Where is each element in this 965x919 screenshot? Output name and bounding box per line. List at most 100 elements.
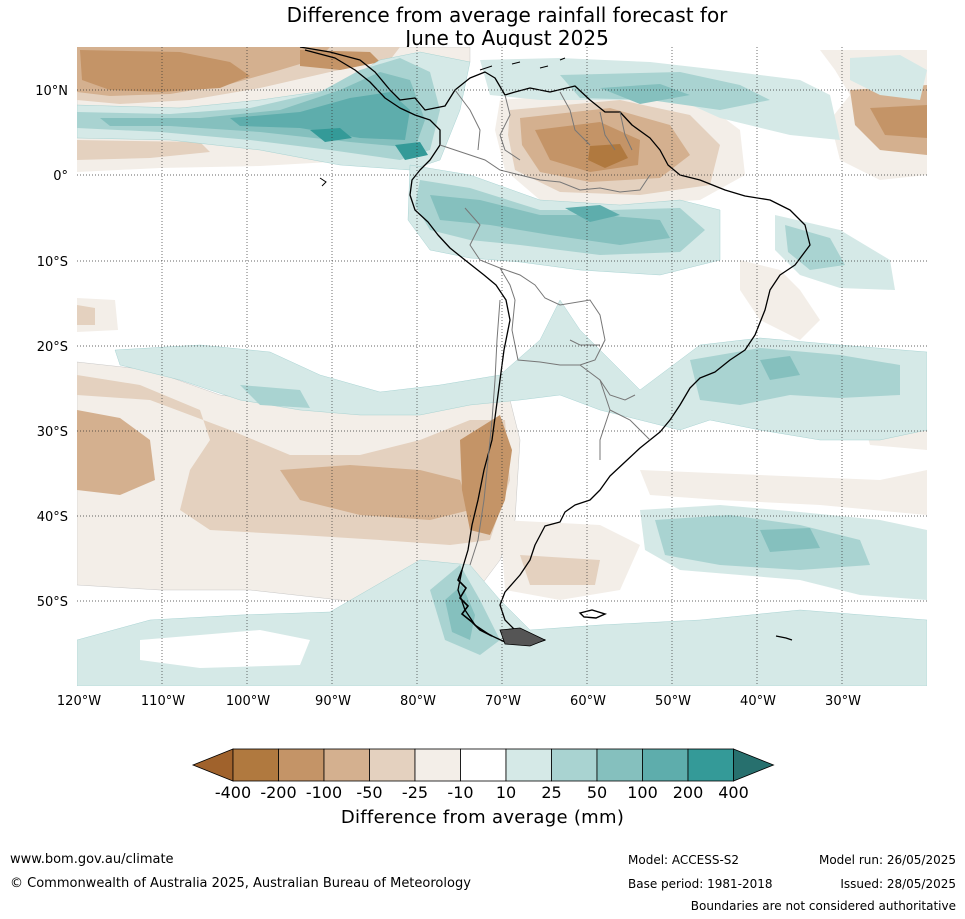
border-line bbox=[439, 144, 651, 193]
colorbar-segment bbox=[369, 748, 416, 782]
lon-label: 120°W bbox=[57, 694, 101, 709]
colorbar-tick-label: -100 bbox=[306, 783, 342, 802]
colorbar-segment bbox=[414, 748, 461, 782]
lon-label: 90°W bbox=[315, 694, 351, 709]
falkland-islands bbox=[578, 609, 607, 619]
colorbar-segment bbox=[642, 748, 689, 782]
colorbar-tick-label: 25 bbox=[541, 783, 561, 802]
colorbar-segment bbox=[232, 748, 279, 782]
wet-anomaly-area bbox=[850, 55, 927, 100]
border-line bbox=[499, 94, 521, 161]
country-borders bbox=[439, 89, 651, 566]
colorbar-extend-low bbox=[191, 748, 234, 782]
wet-anomaly-area bbox=[114, 299, 927, 441]
colorbar-tick-label: 400 bbox=[718, 783, 749, 802]
border-line bbox=[599, 379, 611, 460]
wet-anomaly-area bbox=[760, 356, 800, 380]
base-period: Base period: 1981-2018 bbox=[628, 877, 773, 891]
wet-anomaly-area bbox=[310, 128, 352, 142]
lat-label: 50°S bbox=[37, 595, 68, 610]
dry-anomaly-area bbox=[640, 470, 927, 515]
border-line bbox=[599, 111, 616, 151]
boundaries-disclaimer: Boundaries are not considered authoritat… bbox=[690, 899, 956, 913]
tierra-del-fuego bbox=[499, 627, 546, 647]
wet-anomaly-area bbox=[600, 84, 690, 104]
border-line bbox=[559, 91, 591, 146]
colorbar-title: Difference from average (mm) bbox=[340, 807, 625, 828]
wet-anomaly-area bbox=[430, 195, 670, 245]
wet-anomaly-area bbox=[445, 585, 475, 640]
dry-anomaly-area bbox=[77, 305, 95, 325]
colorbar-tick-label: 200 bbox=[673, 783, 704, 802]
colorbar-tick-label: -10 bbox=[447, 783, 473, 802]
dry-anomaly-area bbox=[740, 260, 820, 340]
colorbar-tick-label: 50 bbox=[587, 783, 607, 802]
wet-anomaly-area bbox=[760, 528, 820, 552]
lon-label: 110°W bbox=[141, 694, 185, 709]
lon-label: 30°W bbox=[825, 694, 861, 709]
border-line bbox=[499, 267, 606, 366]
dry-anomaly-area bbox=[77, 140, 210, 160]
wet-anomaly-area bbox=[240, 385, 310, 408]
colorbar-segment bbox=[323, 748, 370, 782]
lat-label: 40°S bbox=[37, 510, 68, 525]
colorbar-legend: -400 -200 -100 -50 -25 -10 10 25 50 100 200 400 bbox=[191, 748, 775, 802]
latitude-labels: 10°N 0° 10°S 20°S 30°S 40°S 50°S bbox=[35, 84, 68, 610]
lon-label: 60°W bbox=[570, 694, 606, 709]
colorbar-tick-label: -25 bbox=[402, 783, 428, 802]
border-line bbox=[511, 299, 580, 366]
border-line bbox=[619, 111, 633, 151]
colorbar-extend-high bbox=[733, 748, 775, 782]
wet-anomaly-area bbox=[690, 348, 900, 405]
border-line bbox=[579, 364, 636, 401]
colorbar-tick-label: 100 bbox=[627, 783, 658, 802]
south-america-coastline bbox=[299, 47, 811, 646]
galapagos-islands bbox=[319, 177, 327, 187]
model-run-date: Model run: 26/05/2025 bbox=[818, 853, 956, 867]
model-name: Model: ACCESS-S2 bbox=[628, 853, 740, 867]
lat-label: 10°S bbox=[37, 255, 68, 270]
dry-anomaly-area bbox=[870, 105, 927, 138]
lon-label: 40°W bbox=[740, 694, 776, 709]
caribbean-islands bbox=[479, 57, 566, 71]
copyright-text: © Commonwealth of Australia 2025, Austra… bbox=[10, 876, 471, 891]
map-title: Difference from average rainfall forecas… bbox=[0, 4, 965, 50]
wet-anomaly-area bbox=[565, 205, 620, 222]
dry-anomaly-area bbox=[300, 50, 380, 70]
colorbar-segment bbox=[278, 748, 325, 782]
colorbar-segment bbox=[596, 748, 643, 782]
colorbar-segment bbox=[505, 748, 552, 782]
lon-label: 70°W bbox=[485, 694, 521, 709]
graticule bbox=[77, 47, 927, 686]
colorbar-segment bbox=[551, 748, 598, 782]
colorbar-tick-label: -400 bbox=[215, 783, 251, 802]
colorbar-segment bbox=[687, 748, 734, 782]
wet-anomaly-area bbox=[395, 142, 428, 160]
dry-anomaly-area bbox=[588, 144, 628, 168]
lat-label: 0° bbox=[53, 169, 68, 184]
wet-anomaly-area bbox=[230, 92, 410, 140]
issued-date: Issued: 28/05/2025 bbox=[840, 877, 956, 891]
border-line bbox=[609, 409, 651, 441]
dry-anomaly-area bbox=[80, 50, 250, 92]
lat-label: 30°S bbox=[37, 425, 68, 440]
south-georgia bbox=[775, 635, 793, 641]
wet-anomaly-area bbox=[140, 630, 310, 668]
lon-label: 80°W bbox=[400, 694, 436, 709]
land-outlines bbox=[299, 47, 811, 647]
chile-fjord-islands bbox=[457, 569, 493, 637]
colorbar-segment bbox=[460, 748, 507, 782]
title-line-1: Difference from average rainfall forecas… bbox=[286, 3, 728, 27]
border-line bbox=[454, 89, 481, 151]
wet-anomaly-area bbox=[655, 515, 870, 570]
border-line bbox=[469, 299, 501, 566]
website-link[interactable]: www.bom.gov.au/climate bbox=[10, 852, 174, 867]
border-line bbox=[464, 207, 516, 301]
dry-anomaly-area bbox=[77, 410, 155, 495]
dry-anomaly-area bbox=[520, 555, 600, 585]
lon-label: 100°W bbox=[226, 694, 270, 709]
colorbar-tick-label: 10 bbox=[496, 783, 516, 802]
longitude-labels: 120°W 110°W 100°W 90°W 80°W 70°W 60°W 50… bbox=[57, 694, 861, 709]
title-line-2: June to August 2025 bbox=[405, 26, 609, 50]
